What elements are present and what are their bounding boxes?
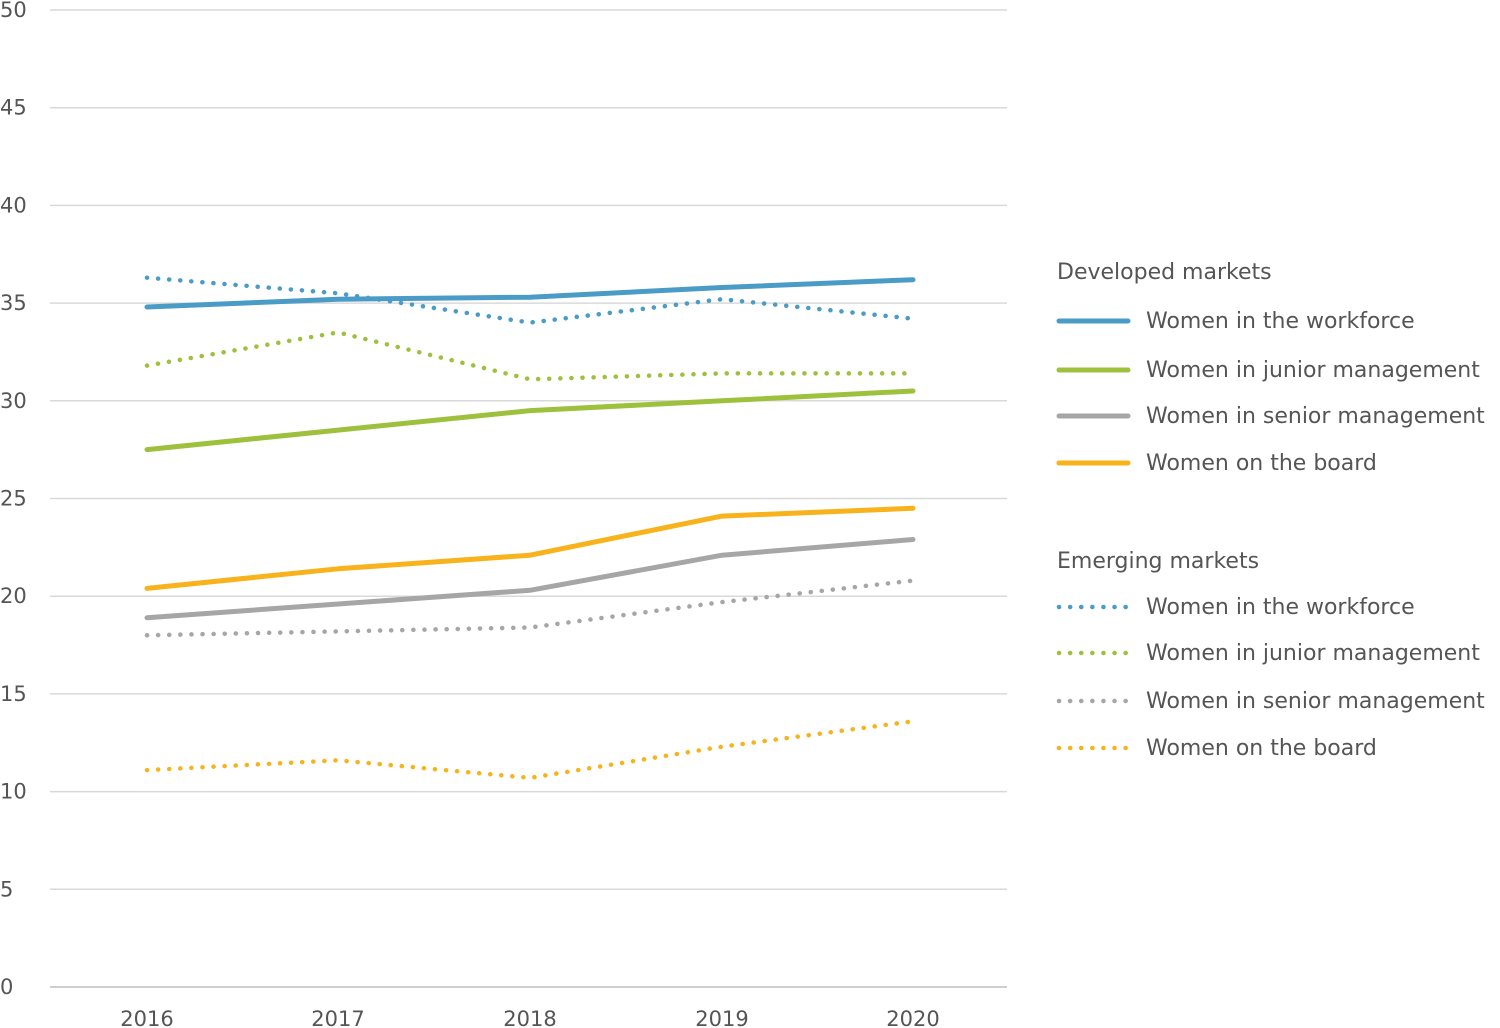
y-tick-label: 20 xyxy=(0,584,27,608)
legend-group-title: Emerging markets xyxy=(1057,549,1259,574)
developed-series-line-0 xyxy=(144,277,916,310)
x-axis-ticks: 2016 2017 2018 2019 2020 xyxy=(120,1007,939,1028)
legend-label: Women on the board xyxy=(1146,451,1377,476)
emerging-series-line-0 xyxy=(144,275,916,325)
x-tick-label: 2016 xyxy=(120,1007,173,1028)
y-tick-label: 45 xyxy=(0,96,27,120)
legend-label: Women in senior management xyxy=(1146,404,1485,429)
developed-series-line-1 xyxy=(144,388,916,453)
emerging-series-line-3 xyxy=(144,719,916,781)
legend-group-title: Developed markets xyxy=(1057,260,1272,285)
y-tick-label: 5 xyxy=(0,877,13,901)
x-tick-label: 2019 xyxy=(695,1007,748,1028)
y-tick-label: 10 xyxy=(0,780,27,804)
y-tick-label: 30 xyxy=(0,389,27,413)
legend-label: Women in senior management xyxy=(1146,689,1485,714)
y-tick-label: 15 xyxy=(0,682,27,706)
legend-label: Women in the workforce xyxy=(1146,595,1415,620)
legend-label: Women in junior management xyxy=(1146,641,1480,666)
developed-series-line-2 xyxy=(144,537,916,621)
legend: Developed markets Women in the workforce W… xyxy=(1056,260,1485,761)
legend-label: Women in junior management xyxy=(1146,358,1480,383)
legend-label: Women on the board xyxy=(1146,736,1377,761)
y-tick-label: 35 xyxy=(0,291,27,315)
x-tick-label: 2017 xyxy=(311,1007,364,1028)
developed-series-line-3 xyxy=(144,505,916,591)
y-tick-label: 0 xyxy=(0,975,13,999)
y-axis-ticks: 0 5 10 15 20 25 30 35 40 45 50 xyxy=(0,0,27,999)
y-tick-label: 25 xyxy=(0,487,27,511)
y-tick-label: 50 xyxy=(0,0,27,22)
legend-label: Women in the workforce xyxy=(1146,309,1415,334)
gridlines xyxy=(50,9,1007,988)
series-lines xyxy=(144,275,916,781)
emerging-series-line-1 xyxy=(144,330,916,382)
x-tick-label: 2018 xyxy=(503,1007,556,1028)
y-tick-label: 40 xyxy=(0,193,27,217)
x-tick-label: 2020 xyxy=(886,1007,939,1028)
